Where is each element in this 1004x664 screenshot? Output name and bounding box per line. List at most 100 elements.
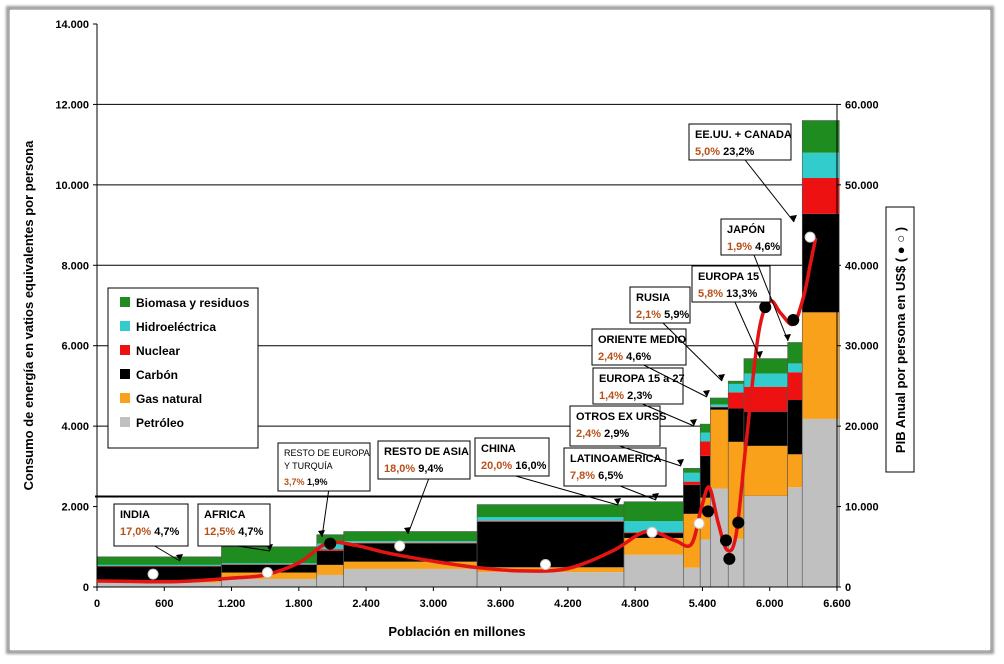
bar-segment <box>343 568 478 587</box>
bar-segment <box>477 504 624 518</box>
bar-segment <box>477 517 624 522</box>
bar-segment <box>683 468 701 473</box>
callout-gdp-share: 4,7% <box>154 526 179 538</box>
x-tick-label: 6.600 <box>823 598 851 610</box>
y-tick-label: 10.000 <box>55 180 89 192</box>
bar-segment <box>728 392 744 409</box>
bar-segment <box>623 501 684 522</box>
legend-swatch <box>120 297 130 307</box>
bar-segment <box>97 564 222 567</box>
callout-leader <box>407 478 430 535</box>
bar-segment <box>802 178 840 214</box>
bar-segment <box>683 567 701 587</box>
legend: Biomasa y residuos Hidroeléctrica Nuclear C… <box>107 287 259 449</box>
bar-segment <box>221 563 317 565</box>
callout-gdp-share: 2,9% <box>604 428 629 440</box>
bar-segment <box>728 408 744 442</box>
callout-shares: 12,5% 4,7% <box>204 526 264 538</box>
bar-segment <box>787 487 803 587</box>
bar-segment <box>743 495 788 587</box>
callout-pop-share: 2,4% <box>598 351 626 363</box>
bar-segment <box>316 550 344 565</box>
gdp-point-black <box>702 505 715 518</box>
gdp-point-white <box>394 540 406 552</box>
x-tick-label: 0 <box>94 598 100 610</box>
bar-segment <box>683 472 701 482</box>
x-tick-label: 3.600 <box>487 598 515 610</box>
x-tick-label: 600 <box>155 598 173 610</box>
callout-arrowhead <box>784 334 791 341</box>
legend-swatch <box>120 393 130 403</box>
bar-segment <box>710 406 729 408</box>
callout-leader <box>662 322 723 382</box>
callout-box <box>592 367 684 405</box>
y-tick-label: 4.000 <box>61 421 89 433</box>
legend-swatch <box>120 369 130 379</box>
y-tick-label: 0 <box>83 582 89 594</box>
bar-segment <box>743 358 788 374</box>
gdp-point-black <box>732 516 745 529</box>
legend-box <box>107 287 259 449</box>
callout-gdp-share: 6,5% <box>598 470 623 482</box>
bar-segment <box>97 566 222 581</box>
bar-segment <box>802 312 840 419</box>
bar-segment <box>728 381 744 384</box>
y2-tick-label: 0 <box>845 582 851 594</box>
callout-shares: 2,4% 2,9% <box>576 428 629 440</box>
callout-shares: 1,9% 4,6% <box>727 241 780 253</box>
callout-shares: 7,8% 6,5% <box>570 470 623 482</box>
legend-label: Biomasa y residuos <box>136 296 250 310</box>
callout-arrowhead <box>790 215 797 222</box>
y-tick-label: 14.000 <box>55 19 89 31</box>
callout-gdp-share: 4,7% <box>238 526 263 538</box>
bar-segment <box>343 543 478 562</box>
callout-leader <box>753 254 789 342</box>
callout-shares: 5,8% 13,3% <box>698 288 758 300</box>
y2-tick-label: 40.000 <box>845 260 879 272</box>
frame-border <box>6 6 994 654</box>
callout-arrowhead <box>690 419 697 426</box>
x-tick-label: 6.000 <box>756 598 784 610</box>
bar-segment <box>787 454 803 488</box>
y2-title-box <box>885 206 915 473</box>
y2-tick-label: 20.000 <box>845 421 879 433</box>
callout-name: EUROPA 15 <box>698 271 759 283</box>
bar-segment <box>477 572 624 587</box>
callout-leader <box>515 475 619 506</box>
callout-box <box>563 447 667 487</box>
bar-segment <box>700 539 711 587</box>
callout-gdp-share: 13,3% <box>726 288 757 300</box>
callout-leader <box>321 490 330 538</box>
callout-arrowhead <box>703 390 710 397</box>
x-tick-label: 1.800 <box>285 598 313 610</box>
legend-swatch <box>120 321 130 331</box>
callout-shares: 18,0% 9,4% <box>384 463 444 475</box>
bar-segment <box>700 497 711 540</box>
axes: 0 2.000 4.000 6.000 8.000 10.000 12.000 14.000 0… <box>55 19 878 610</box>
bar-segment <box>477 521 624 522</box>
x-tick-label: 5.400 <box>689 598 717 610</box>
bar-segment <box>623 521 684 533</box>
callout-leader <box>619 445 682 467</box>
callout-name: OTROS EX URSS <box>576 411 666 423</box>
callout-box <box>591 328 687 366</box>
callout-shares: 1,4% 2,3% <box>599 390 652 402</box>
bar-segment <box>97 582 222 587</box>
y-axis-title: Consumo de energía en vatios equivalente… <box>21 140 36 490</box>
bar-segment <box>787 363 803 373</box>
callout-leader <box>643 364 708 398</box>
bar-segment <box>700 441 711 456</box>
callout-name: CHINA <box>481 443 516 455</box>
y2-tick-label: 10.000 <box>845 502 879 514</box>
callout-gdp-share: 23,2% <box>723 146 754 158</box>
callout-gdp-share: 1,9% <box>307 477 328 487</box>
callout-name: RUSIA <box>636 292 670 304</box>
bar-segment <box>710 397 729 405</box>
bar-segment <box>743 411 788 446</box>
gdp-point-black <box>324 537 337 550</box>
bar-segment <box>683 484 701 514</box>
callout-arrowhead <box>756 351 763 358</box>
callout-arrowhead <box>718 374 725 381</box>
callout-gdp-share: 4,6% <box>755 241 780 253</box>
callout-leader <box>734 301 761 359</box>
